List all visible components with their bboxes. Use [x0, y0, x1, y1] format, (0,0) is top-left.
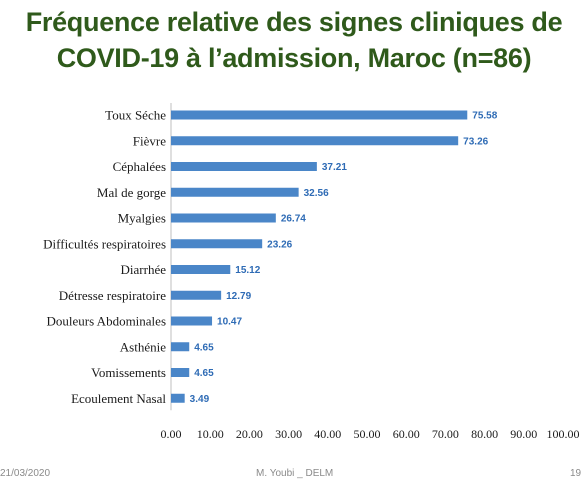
x-tick-label: 30.00: [275, 427, 302, 441]
bar: [171, 368, 190, 377]
footer-date: 21/03/2020: [0, 468, 51, 479]
bar: [171, 162, 317, 171]
data-label: 10.47: [217, 317, 242, 328]
category-label: Détresse respiratoire: [59, 288, 166, 303]
chart-title: Fréquence relative des signes cliniques …: [0, 4, 588, 76]
bar: [171, 187, 299, 197]
footer-author: M. Youbi _ DELM: [256, 468, 334, 479]
footer-page-number: 19: [570, 468, 582, 479]
category-label: Toux Séche: [105, 108, 166, 123]
x-tick-label: 90.00: [510, 427, 537, 441]
category-label: Myalgies: [118, 211, 166, 226]
category-label: Douleurs Abdominales: [46, 314, 166, 329]
x-tick-label: 10.00: [197, 427, 224, 441]
bar: [171, 110, 468, 120]
x-tick-label: 60.00: [393, 427, 420, 441]
category-label: Asthénie: [120, 339, 166, 354]
data-label: 37.21: [322, 162, 347, 173]
category-label: Mal de gorge: [97, 185, 166, 200]
bar: [171, 290, 222, 300]
x-tick-label: 80.00: [471, 427, 498, 441]
x-tick-label: 40.00: [314, 427, 341, 441]
data-label: 4.65: [194, 368, 214, 379]
category-label: Vomissements: [91, 365, 166, 380]
category-label: Céphalées: [113, 159, 166, 174]
chart-title-line-1: Fréquence relative des signes cliniques …: [25, 7, 563, 37]
category-label: Fièvre: [133, 133, 166, 148]
category-label: Difficultés respiratoires: [43, 236, 166, 251]
data-label: 75.58: [472, 111, 497, 122]
data-label: 73.26: [463, 136, 488, 147]
x-tick-label: 70.00: [432, 427, 459, 441]
data-label: 26.74: [281, 214, 306, 225]
bar: [171, 239, 263, 249]
data-label: 4.65: [194, 342, 214, 353]
data-label: 3.49: [190, 394, 210, 405]
bar: [171, 265, 231, 274]
bar: [171, 393, 185, 403]
data-label: 23.26: [267, 239, 292, 250]
bar: [171, 213, 276, 223]
x-tick-label: 20.00: [236, 427, 263, 441]
x-tick-label: 50.00: [354, 427, 381, 441]
x-tick-label: 100.00: [547, 427, 580, 441]
x-tick-label: 0.00: [161, 427, 182, 441]
data-label: 32.56: [304, 188, 329, 199]
bar: [171, 342, 190, 352]
data-label: 12.79: [226, 291, 251, 302]
category-label: Ecoulement Nasal: [71, 391, 166, 406]
bar: [171, 136, 459, 146]
bar: [171, 316, 213, 326]
category-label: Diarrhée: [121, 262, 167, 277]
chart-title-line-2: COVID-19 à l’admission, Maroc (n=86): [56, 43, 532, 73]
data-label: 15.12: [235, 265, 260, 276]
